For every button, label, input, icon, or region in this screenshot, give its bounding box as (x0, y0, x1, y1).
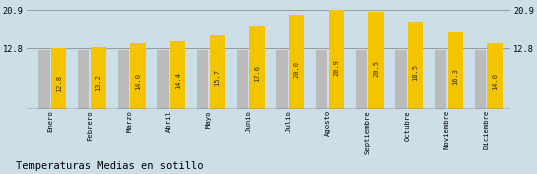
Bar (329, 10, 344, 109)
Bar (170, 41, 185, 109)
Bar (237, 50, 248, 109)
Bar (368, 12, 383, 109)
Bar (355, 50, 367, 109)
Bar (51, 48, 66, 109)
Text: 17.6: 17.6 (254, 65, 260, 82)
Bar (408, 22, 423, 109)
Text: 12.8: 12.8 (56, 75, 62, 92)
Bar (118, 50, 129, 109)
Bar (277, 50, 287, 109)
Bar (78, 50, 89, 109)
Bar (435, 50, 446, 109)
Text: 20.0: 20.0 (294, 61, 300, 78)
Bar (250, 26, 265, 109)
Text: 20.5: 20.5 (373, 60, 379, 77)
Bar (316, 50, 327, 109)
Bar (448, 32, 463, 109)
Text: 18.5: 18.5 (412, 64, 419, 81)
Bar (130, 43, 146, 109)
Text: 20.9: 20.9 (333, 59, 339, 76)
Bar (475, 50, 486, 109)
Text: 14.4: 14.4 (175, 72, 180, 89)
Text: 13.2: 13.2 (96, 74, 101, 91)
Text: 16.3: 16.3 (452, 68, 458, 85)
Text: Temperaturas Medias en sotillo: Temperaturas Medias en sotillo (16, 161, 204, 171)
Bar (395, 50, 407, 109)
Bar (289, 15, 304, 109)
Text: 14.0: 14.0 (492, 73, 498, 89)
Text: 15.7: 15.7 (214, 69, 220, 86)
Bar (91, 47, 106, 109)
Bar (210, 35, 225, 109)
Bar (197, 50, 208, 109)
Bar (39, 50, 49, 109)
Text: 14.0: 14.0 (135, 73, 141, 89)
Bar (157, 50, 169, 109)
Bar (488, 43, 503, 109)
